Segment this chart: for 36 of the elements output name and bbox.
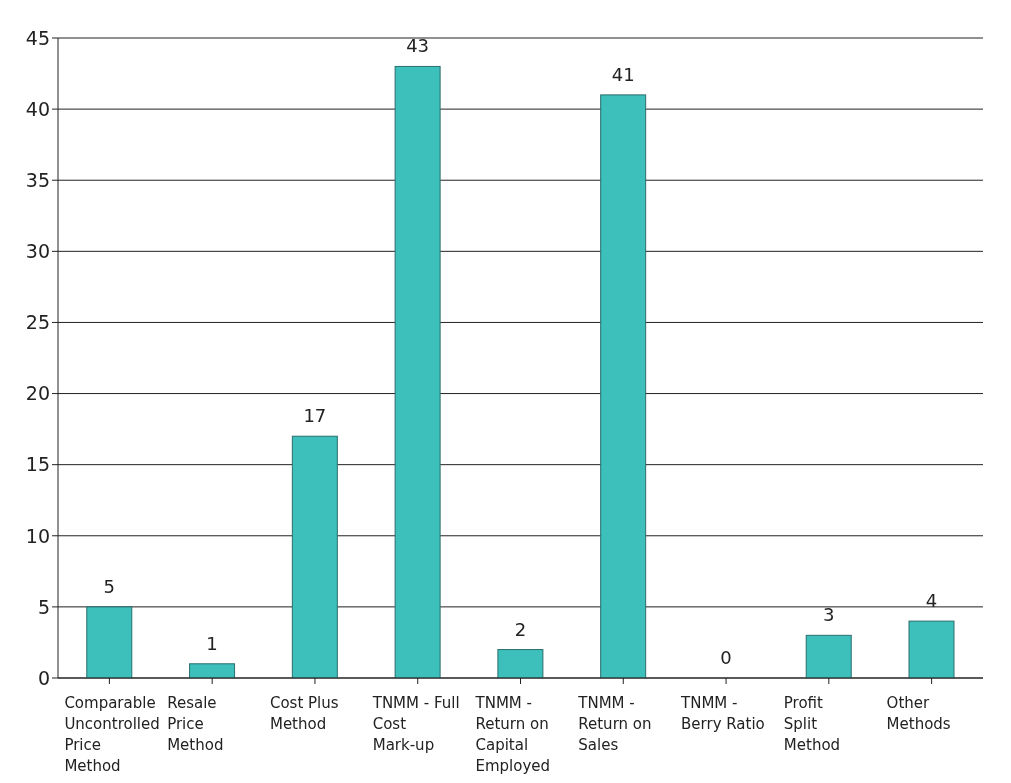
data-label: 43 [406,35,430,57]
x-tick-label: TNMM - Full Cost Mark-up [371,694,460,754]
bar [291,435,338,678]
data-label: 5 [103,575,115,597]
data-label: 0 [720,647,732,668]
x-tick-label: TNMM - Berry Ratio [680,694,765,733]
bar [189,663,236,678]
data-label: 2 [514,618,527,640]
bar [908,620,955,678]
x-tick-label: Comparable Uncontrolled Price Method [64,694,160,775]
x-tick-label: TNMM - Return on Sales [577,694,652,754]
x-tick-label: Profit Split Method [783,694,841,754]
data-label: 4 [925,590,938,612]
data-label: 3 [823,604,835,626]
y-tick-label: 0 [37,666,50,689]
y-tick-label: 5 [37,595,50,618]
data-label: 1 [206,632,218,654]
bar [497,649,544,678]
data-label: 41 [611,63,635,85]
x-tick-label: Other Methods [886,694,951,733]
bar [394,65,441,678]
y-tick-label: 45 [25,26,50,49]
y-tick-label: 35 [25,168,50,191]
bar [86,606,133,678]
y-tick-label: 20 [25,382,50,405]
x-tick-label: TNMM - Return on Capital Employed [474,694,551,775]
y-tick-label: 30 [25,240,50,263]
y-tick-label: 40 [25,97,50,120]
x-tick-label: Cost Plus Method [269,694,339,733]
y-tick-label: 15 [25,453,50,476]
bar [600,94,647,678]
y-tick-label: 10 [25,524,50,547]
y-tick-label: 25 [25,311,50,334]
data-label: 17 [303,405,327,427]
x-tick-label: Resale Price Method [167,694,224,754]
bar [805,634,852,678]
